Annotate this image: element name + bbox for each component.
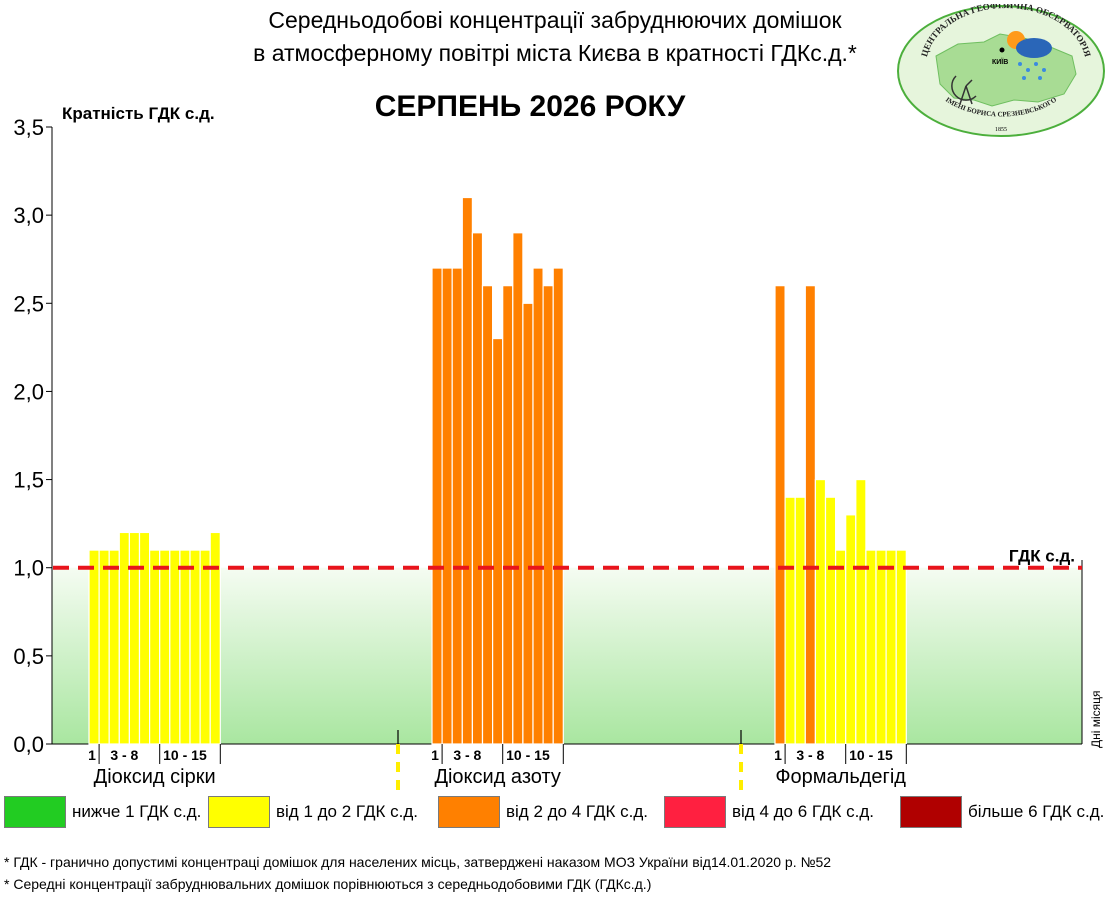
bar: [502, 285, 514, 745]
day-label: 3 - 8: [110, 747, 138, 763]
bar: [845, 514, 857, 745]
chart-title-line-1: Середньодобові концентрації забруднюючих…: [268, 7, 842, 33]
x-axis-side-label: Дні місяця: [1089, 690, 1103, 748]
legend-item: від 1 до 2 ГДК с.д.: [208, 795, 418, 829]
bar: [532, 267, 544, 745]
legend-item: від 4 до 6 ГДК с.д.: [664, 795, 874, 829]
bar: [209, 531, 221, 745]
bar: [895, 549, 907, 745]
legend-item: нижче 1 ГДК с.д.: [4, 795, 201, 829]
legend-swatch: [4, 796, 66, 828]
y-tick-label: 3,0: [13, 203, 44, 228]
bar: [431, 267, 443, 745]
bar: [118, 531, 131, 745]
bar: [794, 496, 806, 745]
chart-title-line-2: в атмосферному повітрі міста Києва в кра…: [253, 40, 857, 66]
day-label: 10 - 15: [849, 747, 893, 763]
legend-swatch: [438, 796, 500, 828]
legend-label: від 1 до 2 ГДК с.д.: [276, 802, 418, 821]
bar: [108, 549, 120, 745]
bar: [138, 531, 151, 745]
y-tick-label: 0,5: [13, 644, 44, 669]
bar: [159, 549, 171, 745]
bar: [492, 337, 504, 745]
bar: [875, 549, 887, 745]
y-tick-label: 0,0: [13, 732, 44, 757]
bar: [461, 196, 473, 745]
bar: [149, 549, 161, 745]
day-label: 1: [88, 747, 96, 763]
legend-swatch: [208, 796, 270, 828]
svg-text:КИЇВ: КИЇВ: [992, 58, 1008, 66]
day-label: 10 - 15: [506, 747, 550, 763]
bar: [169, 549, 181, 745]
bar: [784, 496, 796, 745]
group-label: Формальдегід: [775, 766, 906, 788]
day-label: 3 - 8: [796, 747, 824, 763]
legend-swatch: [664, 796, 726, 828]
bar: [522, 302, 534, 745]
bar: [199, 549, 211, 745]
group-label: Діоксид сірки: [94, 766, 216, 788]
bar: [88, 549, 100, 745]
legend-label: нижче 1 ГДК с.д.: [72, 802, 202, 821]
footnote-2: * Середні концентрації забруднювальних д…: [4, 876, 652, 892]
bar: [441, 267, 453, 745]
bar: [834, 549, 847, 745]
safe-zone-band: [52, 567, 1082, 744]
y-tick-label: 1,0: [13, 556, 44, 581]
bar: [824, 496, 837, 745]
y-axis-label: Кратність ГДК с.д.: [62, 104, 215, 123]
bar: [885, 549, 897, 745]
day-label: 1: [431, 747, 439, 763]
y-tick-label: 3,5: [13, 115, 44, 140]
bar: [471, 232, 484, 745]
bar: [481, 285, 494, 745]
bar: [804, 285, 816, 745]
day-label: 10 - 15: [163, 747, 207, 763]
group-label: Діоксид азоту: [434, 766, 560, 788]
day-label: 1: [774, 747, 782, 763]
footnote-1: * ГДК - гранично допустимі концентраці д…: [4, 854, 832, 870]
bar: [542, 285, 554, 745]
bar: [98, 549, 110, 745]
legend-label: більше 6 ГДК с.д.: [968, 802, 1105, 821]
y-tick-label: 2,5: [13, 291, 44, 316]
bar: [179, 549, 191, 745]
bar: [451, 267, 463, 745]
y-tick-label: 2,0: [13, 379, 44, 404]
bar: [774, 285, 786, 745]
bar: [865, 549, 877, 745]
legend-swatch: [900, 796, 962, 828]
bar: [814, 478, 827, 745]
bar: [189, 549, 201, 745]
y-tick-label: 1,5: [13, 468, 44, 493]
bar: [128, 531, 141, 745]
threshold-label: ГДК с.д.: [1009, 547, 1075, 566]
day-label: 3 - 8: [453, 747, 481, 763]
bar: [512, 232, 524, 745]
legend-item: від 2 до 4 ГДК с.д.: [438, 795, 648, 829]
bar: [855, 478, 867, 745]
observatory-logo-icon: КИЇВ ЦЕНТРАЛЬНА ГЕОФІЗИЧНА ОБСЕРВАТОРІЯ …: [897, 4, 1105, 137]
svg-text:1855: 1855: [995, 127, 1007, 133]
chart-month-title: СЕРПЕНЬ 2026 РОКУ: [374, 90, 686, 123]
legend-item: більше 6 ГДК с.д.: [900, 795, 1104, 829]
legend-label: від 2 до 4 ГДК с.д.: [506, 802, 648, 821]
bar: [552, 267, 564, 745]
legend-label: від 4 до 6 ГДК с.д.: [732, 802, 874, 821]
